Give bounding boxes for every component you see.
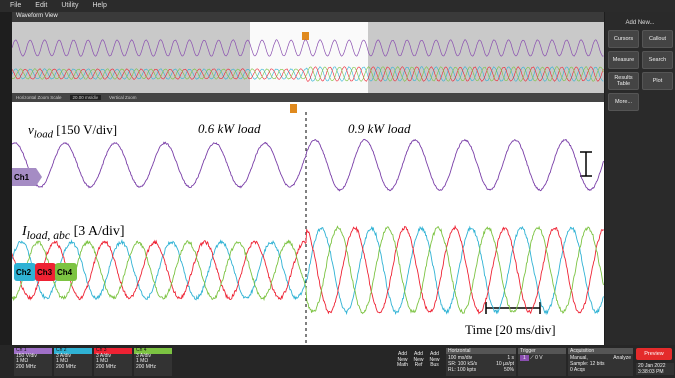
load-before: 0.6 kW load [198, 121, 260, 137]
add-button[interactable]: Add New Math [396, 352, 409, 369]
zoom-item: 20.00 ms/div [70, 95, 102, 100]
ch3-marker: Ch3 [35, 263, 56, 281]
channel-bandwidth: 200 MHz [134, 365, 172, 370]
unit: [3 A/div] [74, 224, 125, 239]
add-button[interactable]: Add New Bus [428, 352, 441, 369]
overview [12, 22, 604, 93]
trigger-marker [302, 32, 309, 40]
side-button[interactable]: Search [642, 51, 673, 69]
zoom-item: Horizontal Zoom Scale [16, 95, 62, 100]
channel-bandwidth: 200 MHz [54, 365, 92, 370]
subscript: load [34, 129, 53, 141]
ch4-marker: Ch4 [55, 263, 77, 281]
side-title: Add New... [605, 20, 675, 26]
text: 0.9 kW load [348, 121, 410, 136]
trigger-box[interactable]: Trigger 1 ⟋ 0 V [518, 348, 566, 376]
menu-item[interactable]: Help [92, 2, 106, 10]
add-button[interactable]: Add New Ref [412, 352, 425, 369]
voltage-label: vload [150 V/div] [28, 122, 117, 141]
load-after: 0.9 kW load [348, 121, 410, 137]
trigger-marker [290, 104, 297, 113]
menu-item[interactable]: File [10, 2, 21, 10]
side-button[interactable]: Callout [642, 30, 673, 48]
clock: 3:38:03 PM [638, 369, 674, 375]
zoom-item: Vertical Zoom [109, 95, 137, 100]
side-button[interactable]: Results Table [608, 72, 639, 90]
channel-bandwidth: 200 MHz [94, 365, 132, 370]
subscript: load, abc [27, 229, 70, 242]
time-label: Time [20 ms/div] [465, 322, 556, 338]
menu-item[interactable]: Utility [61, 2, 78, 10]
side-button[interactable]: Measure [608, 51, 639, 69]
side-button[interactable]: Plot [642, 72, 673, 90]
ch2-marker: Ch2 [14, 263, 36, 281]
channel-bandwidth: 200 MHz [14, 365, 52, 370]
info-cell: 50% [504, 367, 514, 373]
text: 0.6 kW load [198, 121, 260, 136]
box-title: Acquisition [568, 348, 633, 354]
view-title: Waveform View [12, 12, 604, 22]
side-button[interactable]: Cursors [608, 30, 639, 48]
info-cell: Analyze [613, 355, 631, 361]
menu-bar: File Edit Utility Help [0, 0, 675, 12]
ch1-marker: Ch1 [12, 168, 42, 186]
trigger-source: 1 [520, 355, 529, 361]
unit: [150 V/div] [56, 122, 117, 137]
current-label: Iload, abc [3 A/div] [22, 224, 125, 242]
menu-item[interactable]: Edit [35, 2, 47, 10]
box-title: Horizontal [446, 348, 516, 354]
zoom-bar: Horizontal Zoom Scale 20.00 ms/div Vertica… [12, 93, 604, 102]
side-button[interactable]: More... [608, 93, 639, 111]
scope-screen: File Edit Utility Help Waveform View Add Ne… [0, 0, 675, 378]
box-title: Trigger [518, 348, 566, 354]
preview-button[interactable]: Preview [636, 348, 672, 360]
info-cell: RL: 100 kpts [448, 367, 476, 373]
info-cell: 0 Acqs [570, 367, 585, 373]
info-row: 0 Acqs [570, 367, 631, 373]
info-row: RL: 100 kpts 50% [448, 367, 514, 373]
trigger-level: 0 V [535, 355, 543, 361]
